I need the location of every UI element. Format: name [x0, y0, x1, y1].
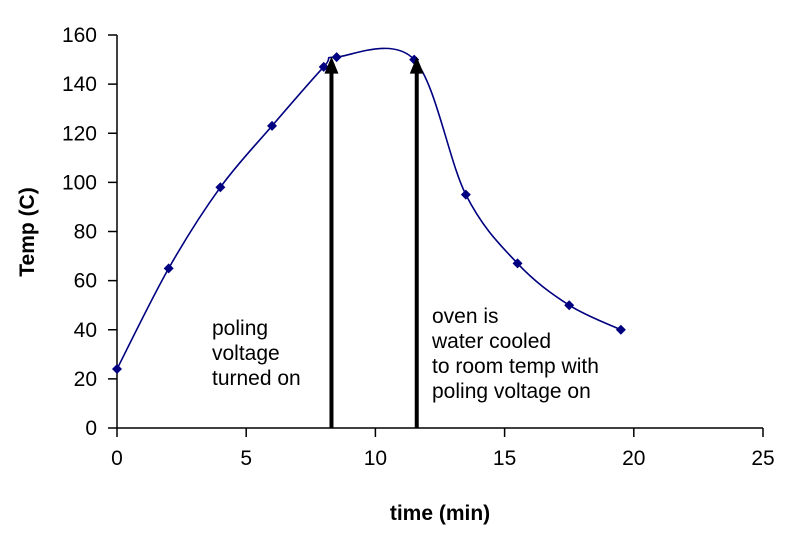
y-tick-label: 100 — [62, 171, 97, 194]
annotation-text: to room temp with — [432, 355, 599, 378]
data-point — [163, 263, 174, 274]
x-tick-label: 0 — [111, 447, 123, 470]
y-tick-label: 160 — [62, 24, 97, 47]
data-point — [112, 364, 122, 375]
y-tick-label: 120 — [62, 122, 97, 145]
x-tick-label: 25 — [751, 447, 774, 470]
series-line — [116, 47, 622, 370]
data-point — [267, 120, 278, 131]
y-tick-label: 40 — [74, 319, 97, 342]
annotation-text: poling voltage on — [432, 380, 591, 403]
x-tick-label: 10 — [364, 447, 387, 470]
annotation-arrow-head — [324, 56, 339, 74]
annotation-text: poling — [212, 317, 268, 340]
x-tick-label: 15 — [493, 447, 516, 470]
annotation-text: water cooled — [431, 330, 551, 353]
x-axis-title: time (min) — [390, 502, 490, 525]
annotation-arrow-head — [409, 56, 424, 74]
axes: 0 20 40 60 80 100 120 140 160 0 5 10 15 20 25 — [62, 24, 775, 470]
y-tick-label: 80 — [74, 221, 97, 244]
data-point — [215, 182, 226, 193]
x-tick-label: 20 — [622, 447, 645, 470]
data-point — [615, 324, 626, 335]
y-tick-label: 60 — [74, 270, 97, 293]
y-tick-label: 0 — [85, 417, 97, 440]
annotation-text: voltage — [212, 342, 280, 365]
y-tick-label: 140 — [62, 73, 97, 96]
x-tick-label: 5 — [240, 447, 252, 470]
annotation-text: turned on — [212, 367, 301, 390]
data-point — [460, 189, 471, 200]
series — [112, 47, 626, 375]
data-point — [564, 300, 575, 311]
data-point — [512, 258, 523, 269]
y-tick-label: 20 — [74, 368, 97, 391]
annotation-text: oven is — [432, 305, 499, 328]
data-point — [331, 52, 342, 63]
y-axis-title: Temp (C) — [16, 187, 39, 276]
